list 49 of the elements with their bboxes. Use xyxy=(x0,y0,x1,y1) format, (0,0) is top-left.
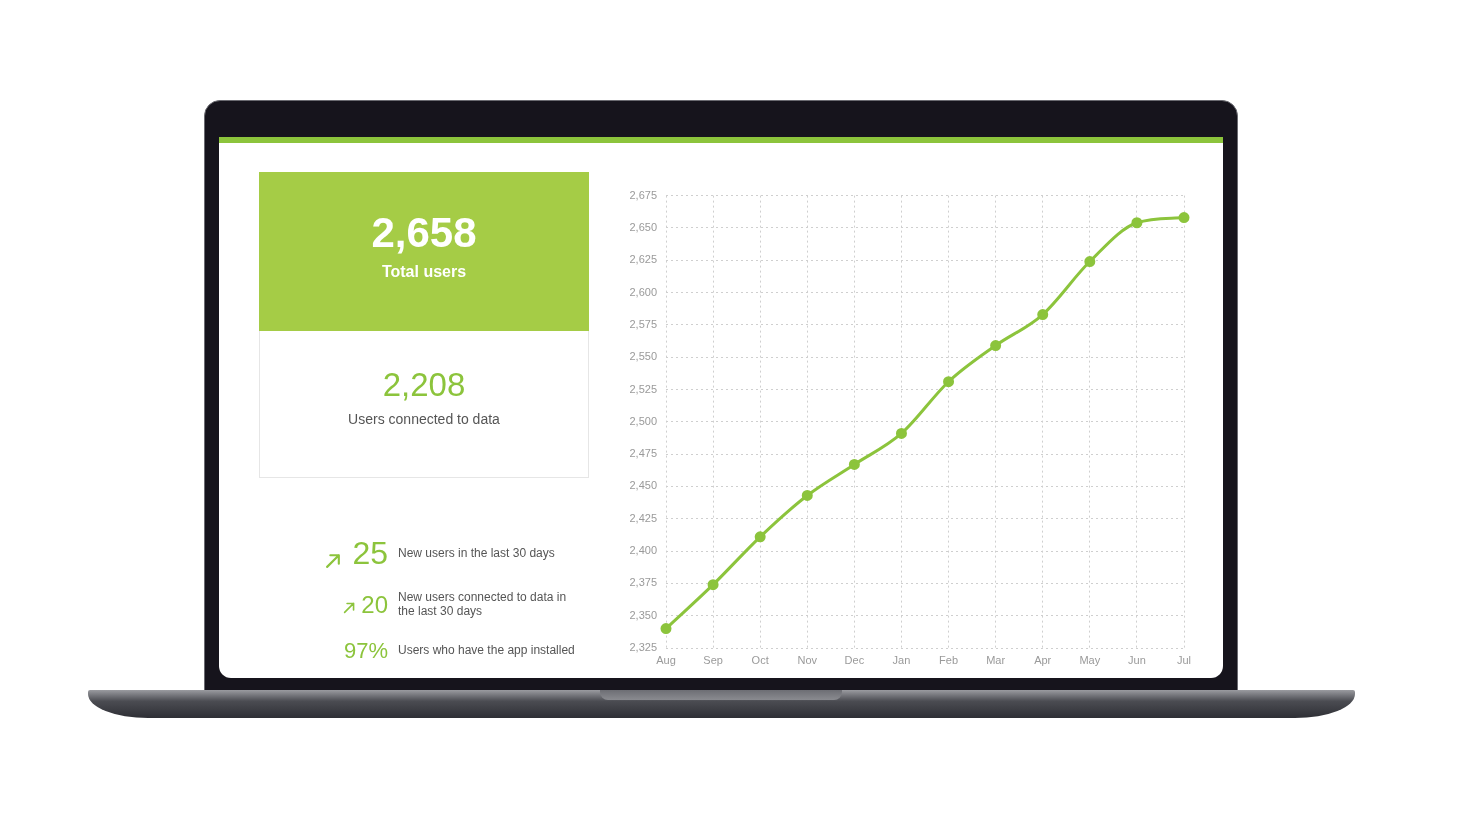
y-tick-label: 2,425 xyxy=(629,511,657,524)
text: 97% xyxy=(342,638,388,663)
x-tick-label: Apr xyxy=(1034,653,1052,666)
y-tick-label: 2,450 xyxy=(629,479,657,492)
x-tick-label: Aug xyxy=(656,653,676,666)
point xyxy=(660,623,672,635)
point xyxy=(801,489,813,501)
y-tick-label: 2,650 xyxy=(629,220,657,233)
y-tick-label: 2,400 xyxy=(629,544,657,557)
y-tick-label: 2,550 xyxy=(629,350,657,363)
x-tick-label: May xyxy=(1079,653,1101,666)
y-tick-label: 2,675 xyxy=(629,188,657,201)
y-tick-label: 2,475 xyxy=(629,447,657,460)
text: Users connected to data xyxy=(348,411,500,427)
x-tick-label: Jun xyxy=(1128,653,1146,666)
point xyxy=(707,579,719,591)
y-tick-label: 2,350 xyxy=(629,608,657,621)
text: New users connected to data in the last 30 days xyxy=(398,590,568,618)
y-tick-label: 2,600 xyxy=(629,285,657,298)
x-tick-label: Jan xyxy=(892,653,911,666)
y-tick-label: 2,500 xyxy=(629,414,657,427)
text: 25 xyxy=(351,535,388,571)
x-tick-label: Mar xyxy=(986,653,1006,666)
point xyxy=(943,376,955,388)
point xyxy=(895,427,907,439)
text: 20 xyxy=(360,591,388,618)
y-tick-label: 2,325 xyxy=(629,641,657,654)
y-tick-label: 2,375 xyxy=(629,576,657,589)
x-tick-label: Dec xyxy=(844,653,865,666)
point xyxy=(754,531,766,543)
point xyxy=(1037,309,1049,321)
x-tick-label: Nov xyxy=(797,653,818,666)
text: New users in the last 30 days xyxy=(398,546,556,560)
text: Users who have the app installed xyxy=(398,643,576,657)
x-tick-label: Sep xyxy=(703,653,723,666)
point xyxy=(1084,256,1096,268)
y-tick-label: 2,525 xyxy=(629,382,657,395)
x-tick-label: Oct xyxy=(751,653,769,666)
point xyxy=(1178,212,1190,224)
x-tick-label: Jul xyxy=(1176,653,1192,666)
point xyxy=(990,340,1002,352)
point xyxy=(848,458,860,470)
text: Total users xyxy=(381,262,467,281)
point xyxy=(1131,217,1143,229)
y-tick-label: 2,625 xyxy=(629,253,657,266)
x-tick-label: Feb xyxy=(939,653,959,666)
text: 2,658 xyxy=(371,208,477,256)
y-tick-label: 2,575 xyxy=(629,317,657,330)
text: 2,208 xyxy=(382,366,466,403)
